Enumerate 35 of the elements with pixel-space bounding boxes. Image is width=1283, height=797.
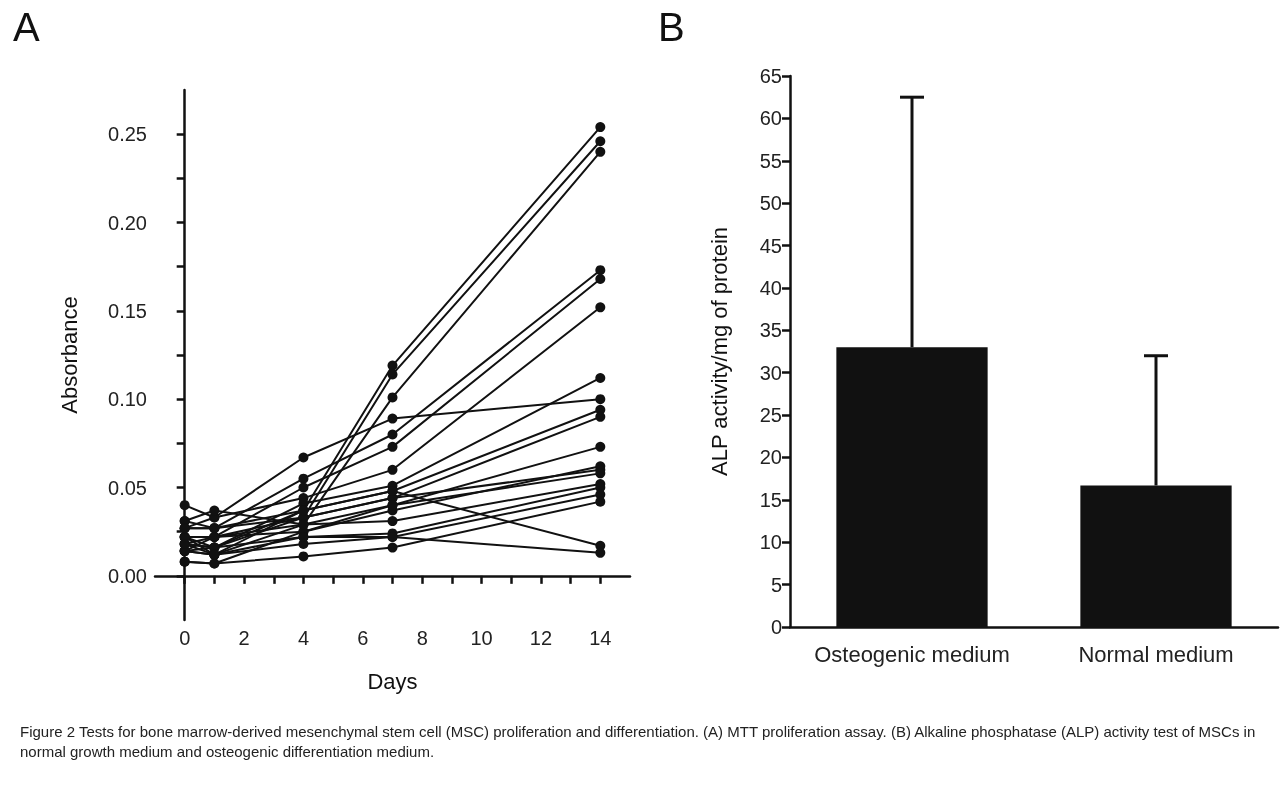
x-tick-label: 12 [529, 627, 553, 649]
x-tick-label: Normal medium [1078, 641, 1234, 667]
y-tick-label: 65 [759, 65, 782, 87]
x-tick-label: 10 [470, 627, 493, 649]
x-tick-label: 6 [357, 627, 369, 649]
y-tick-label: 0.20 [108, 211, 147, 234]
y-tick-label: 50 [759, 192, 782, 215]
caption: Figure 2 Tests for bone marrow-derived mesenchymal stem cell (MSC) proliferation and differentiation. (A) MTT proliferation assay. (B) Alkaline phosphatase (ALP) activity test of MSCs in normal growth medium and osteogenic differentiation medium. [20, 722, 1257, 762]
y-tick-label: 25 [759, 404, 782, 427]
y-tick-label: 60 [759, 107, 782, 130]
y-tick-label: 5 [770, 573, 782, 596]
x-tick-label: 2 [238, 627, 250, 649]
y-tick-label: 0.25 [108, 123, 147, 146]
y-tick-label: 15 [759, 488, 782, 511]
y-tick-label: 40 [759, 276, 782, 299]
chart-title: B [658, 5, 685, 49]
x-tick-label: 4 [297, 627, 309, 649]
y-tick-label: 35 [759, 319, 782, 342]
chart-title: A [13, 5, 40, 49]
y-axis-title: Absorbance [56, 296, 82, 414]
y-tick-label: 30 [759, 361, 782, 384]
x-tick-label: 14 [589, 627, 612, 649]
x-tick-label: Osteogenic medium [814, 641, 1010, 667]
y-tick-label: 0.00 [108, 564, 147, 587]
y-tick-label: 20 [759, 446, 782, 469]
y-tick-label: 0.05 [108, 476, 147, 499]
x-axis-title: Days [367, 668, 418, 694]
x-tick-label: 0 [179, 627, 191, 649]
y-tick-label: 0.10 [108, 388, 147, 411]
y-tick-label: 45 [759, 234, 782, 257]
y-tick-label: 55 [759, 149, 782, 172]
x-tick-label: 8 [416, 627, 428, 649]
y-axis-title: ALP activity/mg of protein [706, 226, 732, 477]
y-tick-label: 10 [759, 531, 782, 554]
y-tick-label: 0.15 [108, 299, 147, 322]
